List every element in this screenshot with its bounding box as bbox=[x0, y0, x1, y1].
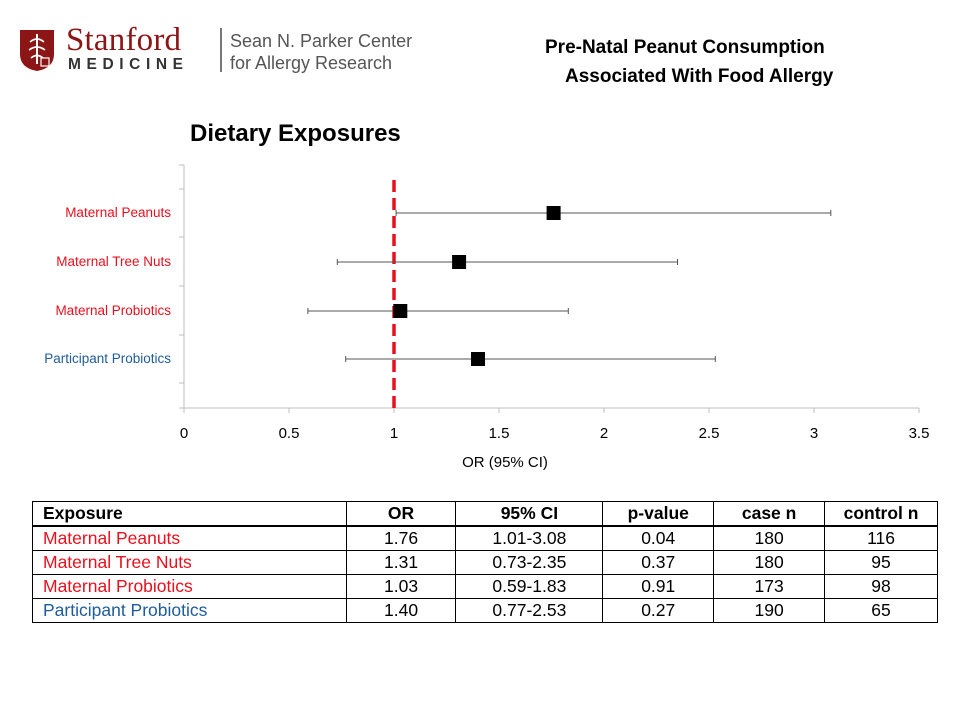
row-label: Maternal Tree Nuts bbox=[56, 254, 171, 269]
slide-title-line2: Associated With Food Allergy bbox=[565, 66, 834, 87]
logo-wordmark: Stanford bbox=[66, 22, 182, 58]
table-header-row: Exposure OR 95% CI p-value case n contro… bbox=[32, 501, 938, 527]
slide-title: Pre-Natal Peanut Consumption Associated … bbox=[520, 33, 930, 91]
table-row: Maternal Probiotics 1.03 0.59-1.83 0.91 … bbox=[32, 574, 938, 599]
x-tick-label: 3.5 bbox=[909, 425, 930, 442]
cell-or: 1.31 bbox=[345, 550, 457, 575]
table-row: Participant Probiotics 1.40 0.77-2.53 0.… bbox=[32, 598, 938, 623]
table-row: Maternal Peanuts 1.76 1.01-3.08 0.04 180… bbox=[32, 525, 938, 551]
x-tick-label: 0.5 bbox=[279, 425, 300, 442]
center-name-line1: Sean N. Parker Center bbox=[230, 31, 413, 51]
center-name: Sean N. Parker Center for Allergy Resear… bbox=[230, 30, 412, 74]
cell-case-n: 173 bbox=[713, 574, 826, 599]
x-tick-label: 2 bbox=[600, 425, 608, 442]
cell-ci: 0.59-1.83 bbox=[455, 574, 604, 599]
cell-ci: 0.77-2.53 bbox=[455, 598, 604, 623]
forest-row: Maternal Tree Nuts bbox=[56, 254, 678, 269]
x-tick-label: 1 bbox=[390, 425, 398, 442]
x-tick-label: 3 bbox=[810, 425, 818, 442]
table-row: Maternal Tree Nuts 1.31 0.73-2.35 0.37 1… bbox=[32, 550, 938, 575]
x-tick-label: 1.5 bbox=[489, 425, 510, 442]
cell-p-value: 0.27 bbox=[602, 598, 715, 623]
row-label: Participant Probiotics bbox=[44, 351, 171, 366]
cell-control-n: 98 bbox=[824, 574, 938, 599]
header-or: OR bbox=[345, 501, 457, 527]
cell-exposure: Maternal Tree Nuts bbox=[32, 550, 347, 575]
cell-exposure: Maternal Peanuts bbox=[32, 525, 347, 551]
header-p-value: p-value bbox=[602, 501, 715, 527]
results-table: Exposure OR 95% CI p-value case n contro… bbox=[32, 501, 938, 623]
cell-exposure: Maternal Probiotics bbox=[32, 574, 347, 599]
cell-ci: 1.01-3.08 bbox=[455, 525, 604, 551]
cell-p-value: 0.04 bbox=[602, 525, 715, 551]
cell-p-value: 0.91 bbox=[602, 574, 715, 599]
row-label: Maternal Peanuts bbox=[65, 205, 171, 220]
x-tick-label: 2.5 bbox=[699, 425, 720, 442]
cell-control-n: 116 bbox=[824, 525, 938, 551]
cell-control-n: 95 bbox=[824, 550, 938, 575]
cell-or: 1.76 bbox=[345, 525, 457, 551]
or-point bbox=[471, 352, 485, 366]
header-exposure: Exposure bbox=[32, 501, 347, 527]
x-tick-label: 0 bbox=[180, 425, 188, 442]
center-name-line2: for Allergy Research bbox=[230, 53, 393, 73]
cell-case-n: 190 bbox=[713, 598, 826, 623]
row-label: Maternal Probiotics bbox=[55, 303, 171, 318]
chart-title: Dietary Exposures bbox=[190, 120, 401, 147]
forest-row: Maternal Probiotics bbox=[55, 303, 569, 318]
x-axis-label: OR (95% CI) bbox=[462, 454, 548, 471]
cell-or: 1.03 bbox=[345, 574, 457, 599]
cell-p-value: 0.37 bbox=[602, 550, 715, 575]
forest-plot: Dietary Exposures 0 0.5 1 1.5 2 2.5 3 3.5 Mater… bbox=[44, 120, 930, 471]
cell-control-n: 65 bbox=[824, 598, 938, 623]
cell-case-n: 180 bbox=[713, 525, 826, 551]
forest-row: Participant Probiotics bbox=[44, 351, 716, 366]
header-ci: 95% CI bbox=[455, 501, 604, 527]
stanford-medicine-logo: Stanford MEDICINE Sean N. Parker Center … bbox=[18, 22, 418, 76]
x-tick-labels: 0 0.5 1 1.5 2 2.5 3 3.5 bbox=[180, 425, 930, 442]
or-point bbox=[546, 206, 561, 220]
forest-rows: Maternal Peanuts Maternal Tree Nuts Matern… bbox=[44, 205, 832, 366]
logo-divider bbox=[220, 28, 222, 72]
or-point bbox=[393, 304, 408, 318]
forest-row: Maternal Peanuts bbox=[65, 205, 832, 220]
cell-exposure: Participant Probiotics bbox=[32, 598, 347, 623]
cell-ci: 0.73-2.35 bbox=[455, 550, 604, 575]
logo-subtitle: MEDICINE bbox=[68, 56, 189, 73]
chart-axes bbox=[179, 164, 920, 413]
header-case-n: case n bbox=[713, 501, 826, 527]
slide-title-line1: Pre-Natal Peanut Consumption bbox=[545, 37, 825, 58]
or-point bbox=[452, 255, 467, 269]
stanford-seal-icon bbox=[20, 30, 54, 71]
header-control-n: control n bbox=[824, 501, 938, 527]
cell-or: 1.40 bbox=[345, 598, 457, 623]
cell-case-n: 180 bbox=[713, 550, 826, 575]
